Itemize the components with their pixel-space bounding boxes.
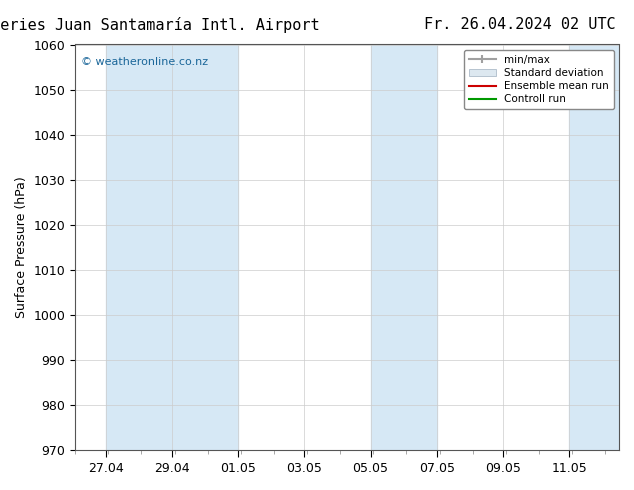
Bar [105,45,172,450]
Text: © weatheronline.co.nz: © weatheronline.co.nz [81,57,208,67]
Text: ENS Time Series Juan Santamaría Intl. Airport: ENS Time Series Juan Santamaría Intl. Ai… [0,17,320,33]
Legend: min/max, Standard deviation, Ensemble mean run, Controll run: min/max, Standard deviation, Ensemble me… [464,49,614,109]
Text: Fr. 26.04.2024 02 UTC: Fr. 26.04.2024 02 UTC [424,17,616,32]
Bar [370,45,437,450]
Bar [172,45,238,450]
Y-axis label: Surface Pressure (hPa): Surface Pressure (hPa) [15,176,28,318]
Bar [569,45,634,450]
